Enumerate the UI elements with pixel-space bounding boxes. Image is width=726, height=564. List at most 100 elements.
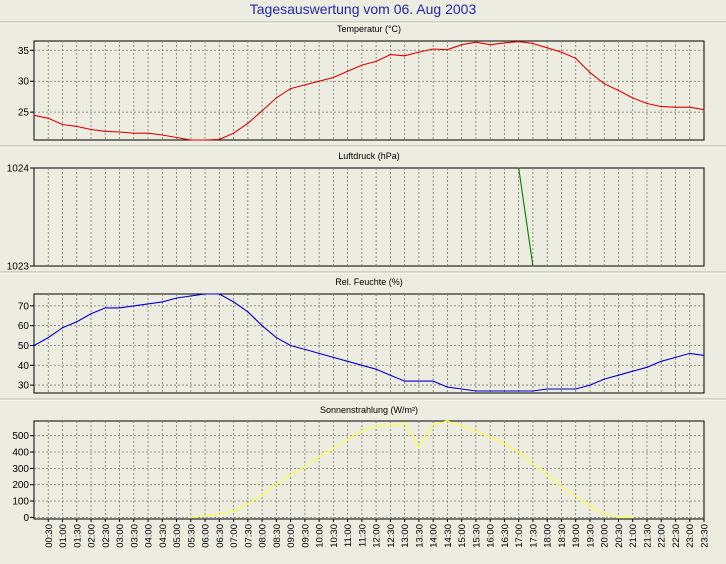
data-point [247,503,249,505]
x-tick-label: 09:00 [286,524,297,548]
data-point [275,484,277,486]
data-point [689,106,691,108]
data-point [375,60,377,63]
data-point [118,131,121,133]
data-point [404,55,406,57]
data-point [461,425,463,427]
y-tick-label: 0 [23,513,29,524]
data-point [389,425,391,427]
x-tick-label: 19:00 [571,524,582,548]
data-point [532,42,534,45]
data-point [33,114,35,116]
y-tick-label: 1023 [7,262,30,273]
data-point [332,356,334,358]
data-point [575,57,577,59]
data-point [261,325,263,327]
data-point [218,138,220,140]
data-point [161,301,163,303]
data-point [432,423,434,425]
y-tick-label: 30 [18,77,30,88]
x-tick-label: 14:00 [429,524,440,548]
data-point [617,374,620,376]
data-point [318,80,320,82]
x-tick-label: 16:30 [500,524,511,548]
series-line [33,41,705,141]
x-tick-label: 22:00 [657,524,668,548]
data-point [261,493,263,496]
data-point [175,136,178,139]
data-point [204,293,206,295]
data-point [446,420,449,422]
data-point [646,102,648,105]
data-point [218,513,220,515]
x-tick-label: 12:30 [386,524,397,548]
data-point [461,44,463,46]
data-point [532,462,534,465]
data-point [703,109,705,111]
data-point [232,510,235,512]
x-tick-label: 18:00 [543,524,554,548]
data-point [560,51,563,53]
data-point [418,380,420,382]
data-point [190,516,192,518]
data-point [347,70,349,72]
data-point [347,438,349,440]
x-tick-label: 09:30 [300,524,311,548]
chart-panel: Sonnenstrahlung (W/m²) 0 100 200 300 400 500 [12,405,705,524]
data-point [232,301,235,303]
x-tick-label: 05:00 [172,524,183,548]
data-point [361,430,363,432]
y-tick-label: 30 [18,381,30,392]
data-point [546,474,548,476]
x-tick-label: 01:30 [72,524,83,548]
chart-title: Temperatur (°C) [337,24,401,34]
data-point [47,336,49,339]
data-point [247,311,249,313]
y-tick-label: 100 [12,497,29,508]
data-point [560,388,563,390]
x-tick-label: 07:30 [243,524,254,548]
plot-area [33,293,705,394]
x-tick-label: 02:30 [101,524,112,548]
data-point [275,97,277,99]
x-tick-label: 10:30 [329,524,340,548]
data-point [518,390,520,392]
x-tick-label: 19:30 [586,524,597,548]
data-point [432,380,434,382]
data-point [175,297,178,299]
data-point [489,390,491,392]
data-point [660,360,662,362]
data-point [689,352,691,354]
data-point [275,336,277,339]
data-point [432,48,434,50]
x-tick-label: 06:30 [215,524,226,548]
data-point [190,295,192,297]
data-point [147,132,149,134]
data-point [646,366,648,368]
data-point [375,368,377,370]
x-tick-label: 04:30 [158,524,169,548]
data-point [104,307,106,309]
y-tick-label: 300 [12,464,29,475]
data-point [304,466,306,468]
data-point [518,167,520,169]
data-point [90,313,92,315]
y-tick-label: 500 [12,431,29,442]
data-point [575,388,577,390]
x-tick-label: 08:30 [272,524,283,548]
x-tick-label: 03:30 [129,524,140,548]
data-point [617,89,620,92]
chart-title: Luftdruck (hPa) [338,151,400,161]
data-point [304,84,306,86]
x-tick-label: 03:00 [115,524,126,548]
series-line [190,420,633,518]
data-point [289,344,292,347]
x-tick-label: 02:00 [87,524,98,548]
data-point [532,265,534,267]
data-point [475,430,477,432]
data-point [304,348,306,351]
data-point [204,139,206,141]
data-point [446,49,449,51]
data-point [133,305,135,307]
data-point [318,456,320,458]
